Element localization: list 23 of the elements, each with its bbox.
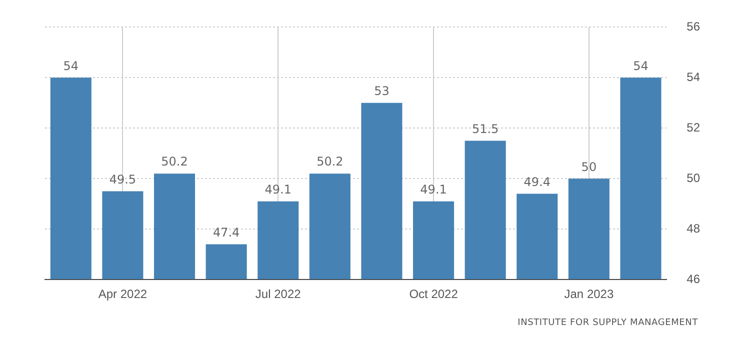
- y-tick-label: 48: [686, 221, 700, 236]
- data-label: 53: [374, 84, 390, 98]
- data-label: 49.1: [420, 182, 447, 196]
- x-tick-label: Jan 2023: [564, 287, 614, 302]
- data-label: 49.4: [524, 174, 550, 189]
- data-label: 50.2: [161, 154, 188, 169]
- x-tick-label: Oct 2022: [409, 287, 458, 302]
- data-label: 51.5: [472, 122, 499, 136]
- y-tick-label: 50: [686, 170, 700, 185]
- text: INSTITUTE FOR SUPPLY MANAGEMENT: [518, 318, 698, 328]
- x-tick-label: Jul 2022: [255, 287, 302, 302]
- data-label: 54: [63, 58, 79, 73]
- y-tick-label: 54: [686, 70, 700, 84]
- y-tick-label: 56: [686, 20, 700, 34]
- data-label: 47.4: [212, 225, 240, 240]
- data-label: 49.1: [264, 182, 292, 196]
- y-tick-label: 52: [686, 120, 700, 134]
- data-label: 50: [581, 160, 597, 174]
- data-label: 50.2: [316, 154, 344, 169]
- data-label: 54: [633, 58, 648, 73]
- x-tick-label: Apr 2022: [98, 287, 148, 302]
- data-label: 49.5: [109, 172, 136, 186]
- y-tick-label: 46: [686, 272, 700, 286]
